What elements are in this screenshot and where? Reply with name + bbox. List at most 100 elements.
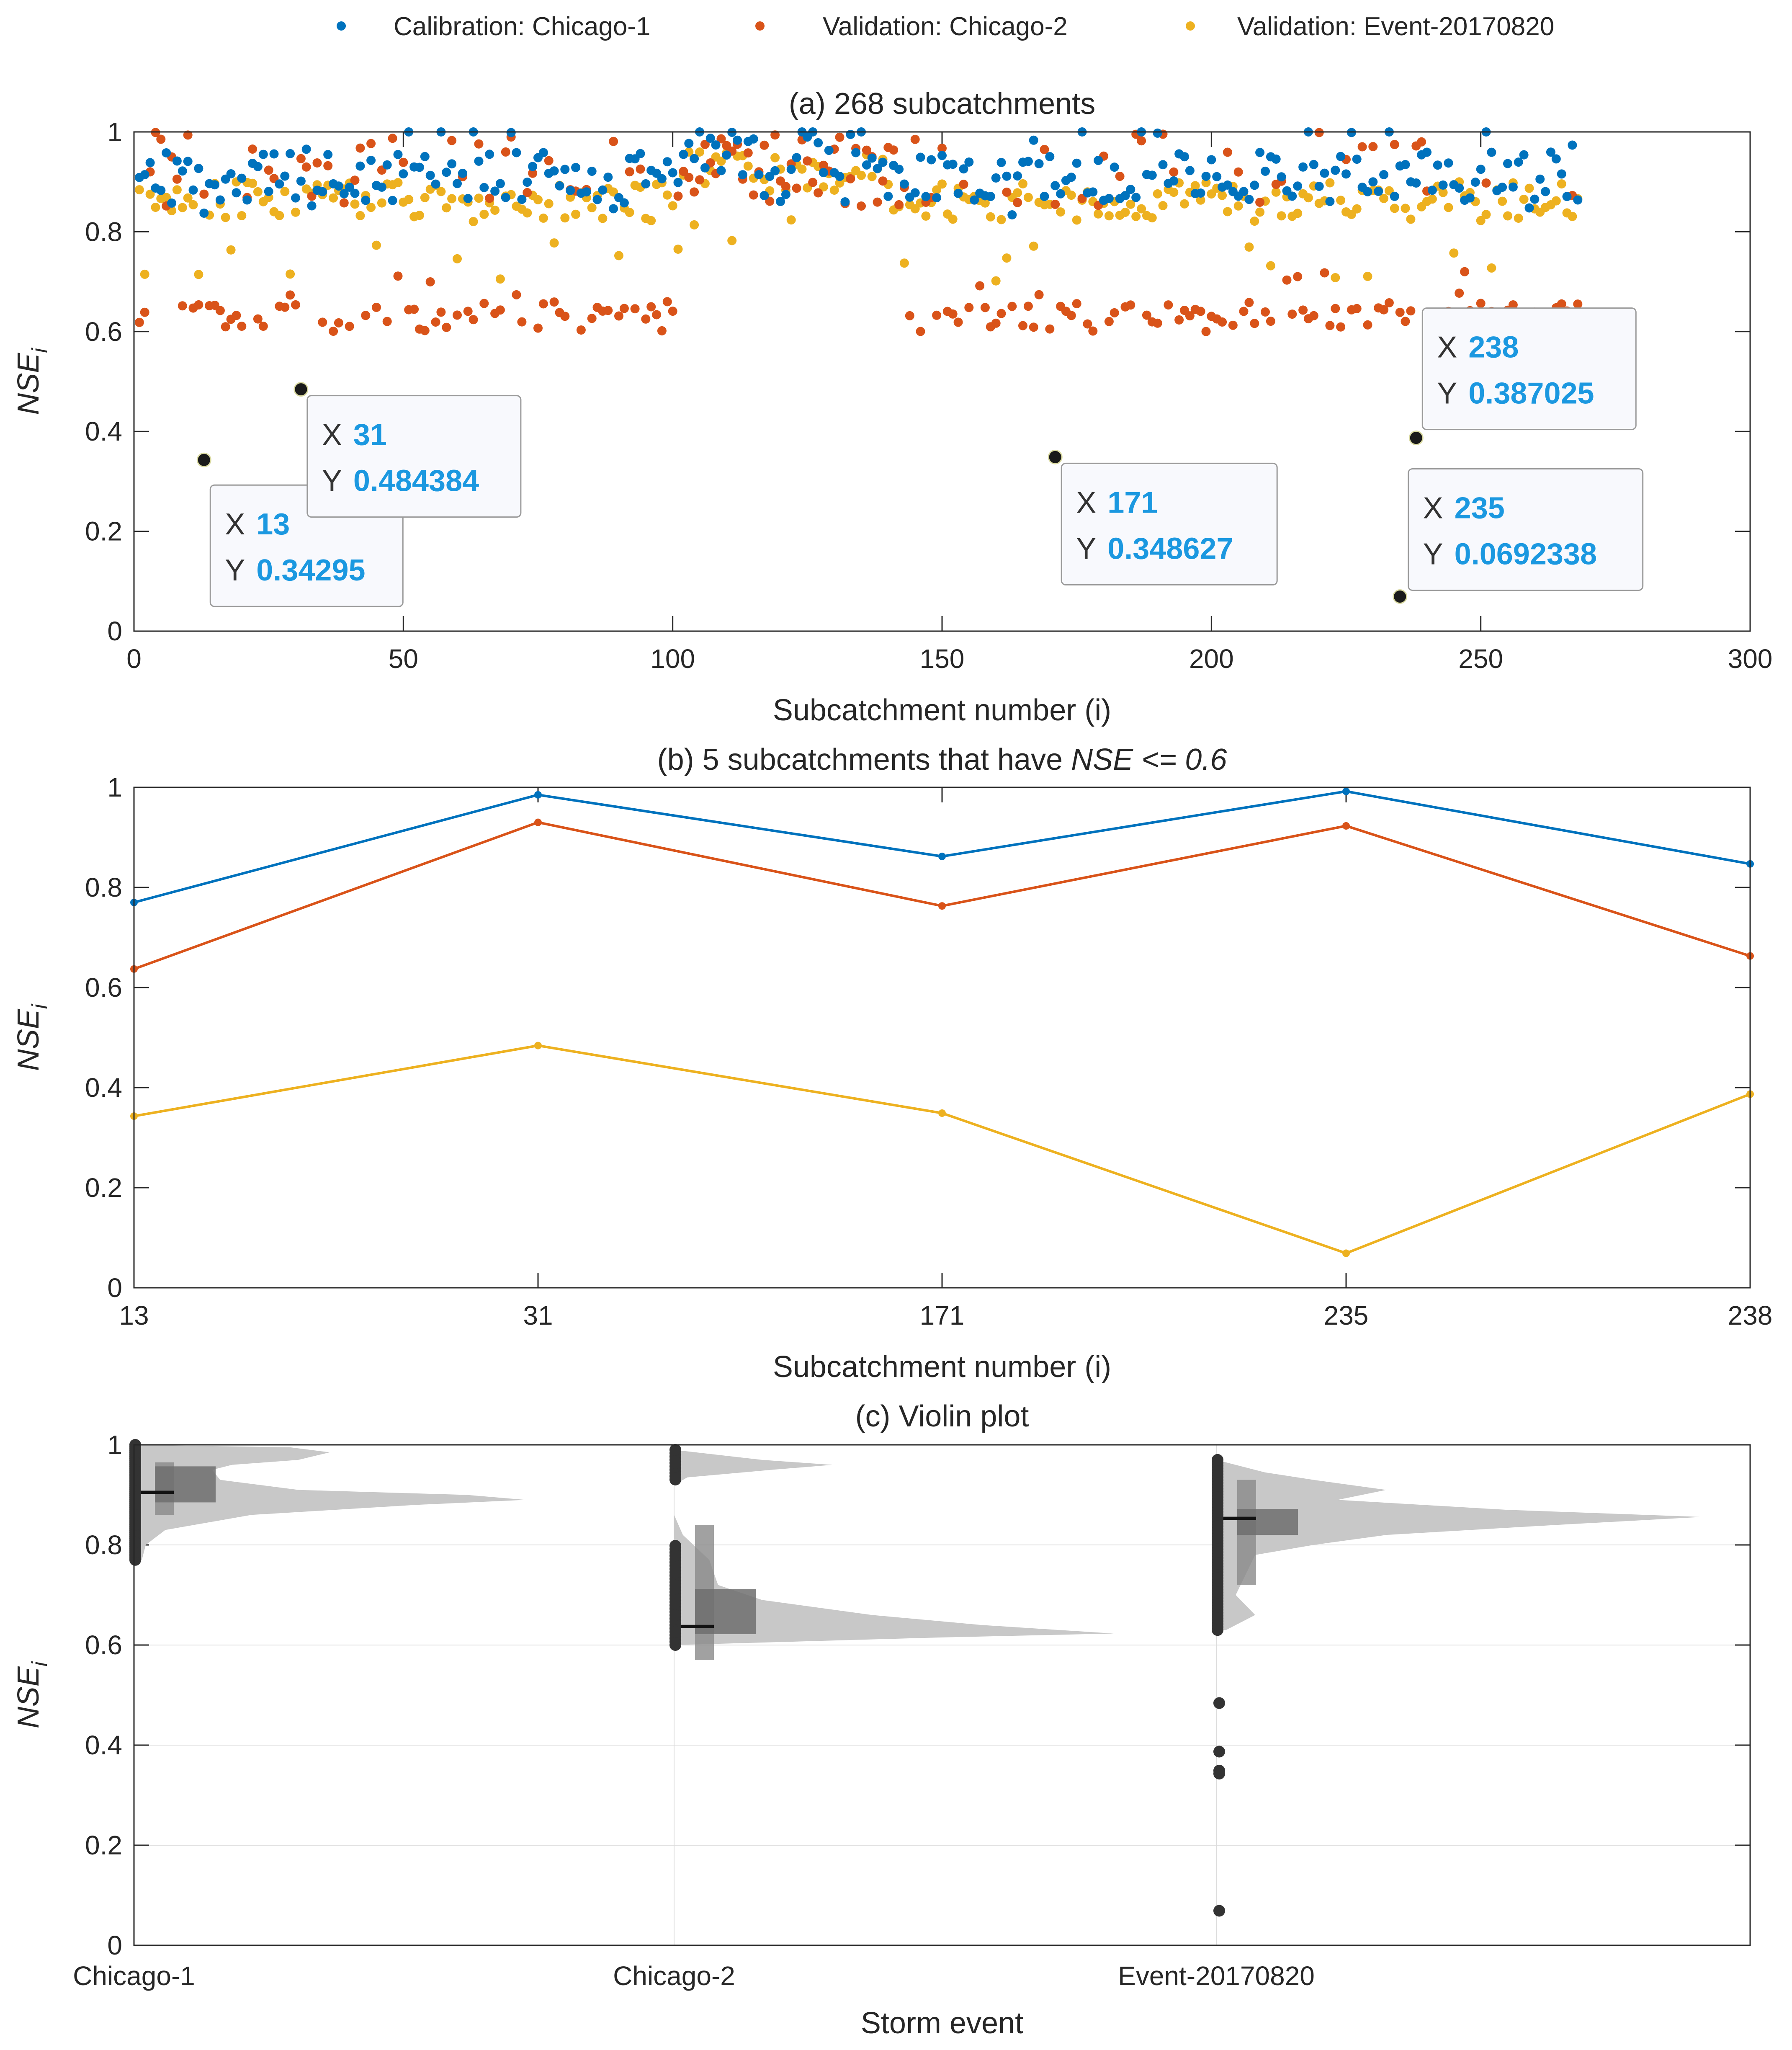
panel-a: (a) 268 subcatchments 0 50 100 150 200 250 300… [12,87,1772,727]
y-tick-label: 0.8 [85,872,122,903]
x-tick-label: 250 [1458,644,1503,674]
scatter-point [662,157,672,167]
scatter-point [523,188,532,197]
scatter-point [1147,170,1157,180]
scatter-point [1088,326,1098,336]
scatter-point [749,134,758,144]
scatter-point [339,189,349,199]
scatter-point [1040,191,1049,201]
scatter-point [291,300,300,309]
scatter-point [1449,248,1459,258]
scatter-point [1476,165,1486,174]
scatter-point [1325,197,1335,206]
scatter-point [549,238,559,248]
scatter-point [495,274,505,284]
scatter-point [377,182,386,192]
scatter-point [431,179,440,189]
violin-point [669,1540,681,1552]
scatter-point [280,302,290,312]
scatter-point [894,165,904,174]
scatter-point [1201,178,1211,188]
scatter-point [1336,322,1346,332]
scatter-point [323,150,333,160]
scatter-point [1503,159,1512,168]
scatter-point [1002,187,1012,197]
scatter-point [1363,187,1372,196]
scatter-point [442,322,451,332]
scatter-point [183,130,193,140]
scatter-point [549,297,559,307]
scatter-point [937,144,947,153]
panel-c-title: (c) Violin plot [855,1400,1029,1433]
scatter-point [996,309,1006,318]
scatter-point [792,183,801,193]
y-tick-label: 0.4 [85,1730,122,1760]
scatter-point [916,152,925,162]
scatter-point [1218,317,1227,327]
y-tick-label: 0.8 [85,1530,122,1560]
scatter-point [614,251,623,260]
scatter-point [857,201,866,211]
scatter-point [1018,321,1027,330]
scatter-point [937,151,947,160]
violin-point [669,1609,681,1621]
scatter-point [431,317,440,327]
scatter-point [867,172,877,181]
scatter-point [453,310,462,320]
scatter-point [1541,187,1550,196]
scatter-point [1072,299,1081,309]
scatter-point [264,187,273,196]
scatter-point [501,193,510,202]
scatter-point [366,203,376,212]
y-axis-label-subscript: i [28,1661,52,1666]
panel-b-axes-box [133,786,1751,1289]
scatter-point [1190,181,1200,191]
datatip: X 171 Y 0.348627 [1048,449,1278,585]
scatter-point [372,240,381,250]
scatter-point [1110,308,1119,317]
scatter-point [1137,136,1146,146]
datatip-x-value: 235 [1455,491,1505,525]
scatter-point [538,148,548,157]
scatter-point [592,195,602,204]
scatter-point [603,306,613,315]
scatter-point [167,198,177,208]
scatter-point [361,311,371,320]
scatter-point [215,306,225,315]
legend-item-validation-event[interactable]: Validation: Event-20170820 [1186,12,1554,41]
scatter-point [921,192,931,201]
violin-group: * [129,1439,525,1566]
scatter-point [1411,178,1421,188]
datatip-x-key: X [322,418,342,452]
panel-b-lines [130,787,1754,1257]
x-tick-label: 300 [1728,644,1773,674]
scatter-point [1498,183,1507,192]
scatter-point [1185,166,1195,175]
scatter-point [819,160,828,170]
scatter-point [134,317,144,327]
y-tick-label: 0.6 [85,317,122,347]
scatter-point [1066,311,1076,320]
scatter-point [1309,160,1318,169]
scatter-point [463,307,473,316]
scatter-point [1368,177,1378,187]
datatip: X 238 Y 0.387025 [1408,307,1637,446]
scatter-point [425,170,435,180]
scatter-point [393,150,403,159]
scatter-point [199,209,209,218]
legend-item-validation-chicago2[interactable]: Validation: Chicago-2 [755,12,1068,41]
scatter-point [555,181,564,191]
violin-point [1212,1572,1223,1584]
scatter-point [1255,198,1265,207]
scatter-point [1298,162,1308,172]
scatter-point [523,178,532,187]
scatter-point [786,215,796,225]
scatter-point [221,322,230,332]
violin-outlier [1213,1905,1225,1917]
scatter-point [690,187,699,197]
y-tick-label: 0.2 [85,1173,122,1203]
y-axis-label-subscript: i [28,348,52,353]
panel-a-title: (a) 268 subcatchments [789,87,1095,121]
scatter-point [1568,211,1577,221]
legend-item-calibration[interactable]: Calibration: Chicago-1 [337,12,650,41]
